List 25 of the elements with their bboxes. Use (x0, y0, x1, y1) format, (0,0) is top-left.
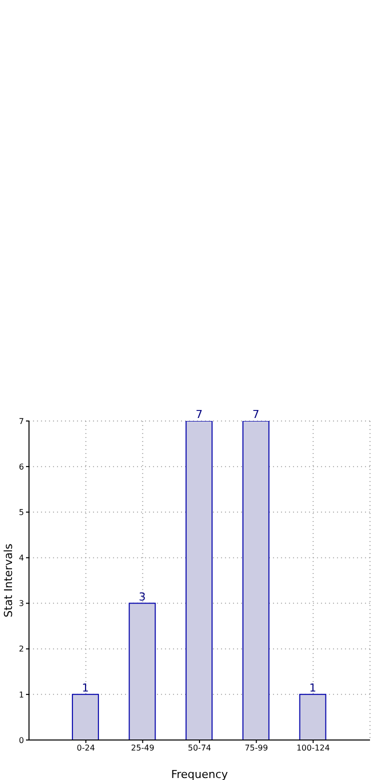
y-tick-label: 7 (18, 416, 24, 426)
bar (299, 694, 326, 740)
y-tick-label: 1 (18, 690, 24, 700)
bar (72, 694, 99, 740)
x-tick-label: 100-124 (296, 744, 330, 753)
y-tick-label: 3 (18, 599, 24, 608)
data-label: 1 (82, 681, 89, 694)
y-tick-label: 4 (18, 554, 24, 563)
data-label: 3 (138, 590, 146, 604)
y-tick-label: 2 (18, 644, 24, 654)
bar (242, 421, 270, 740)
data-label: 7 (252, 408, 260, 421)
x-tick-label: 50-74 (188, 744, 212, 753)
x-tick-label: 0-24 (76, 744, 95, 753)
data-label: 1 (309, 681, 316, 694)
y-tick-label: 0 (18, 736, 24, 745)
x-tick-label: 75-99 (244, 744, 268, 753)
bar (186, 421, 213, 740)
y-axis-title: Stat Intervals (2, 543, 15, 618)
x-axis-title: Frequency (171, 768, 228, 780)
data-label: 7 (196, 408, 203, 421)
y-tick-label: 5 (18, 508, 24, 517)
x-tick-label: 25-49 (131, 744, 154, 753)
y-tick-label: 6 (18, 462, 24, 472)
bar (128, 602, 156, 740)
